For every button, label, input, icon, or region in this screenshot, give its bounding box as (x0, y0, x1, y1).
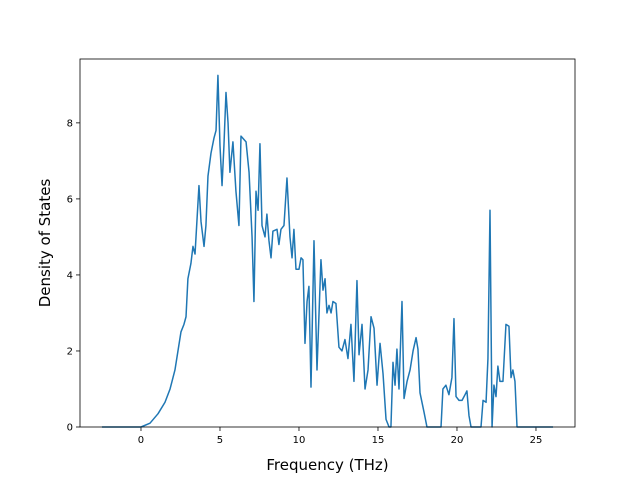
plot-frame (79, 58, 576, 428)
x-tick-label: 0 (138, 435, 144, 446)
line (101, 74, 554, 428)
x-tick-label: 15 (372, 435, 385, 446)
x-tick-label: 10 (293, 435, 306, 446)
x-axis-label: Frequency (THz) (266, 456, 388, 474)
x-tick-label: 5 (217, 435, 223, 446)
y-tick-label: 4 (67, 270, 73, 281)
y-axis-label: Density of States (36, 179, 54, 308)
x-tick-label: 25 (530, 435, 543, 446)
x-tick-label: 20 (451, 435, 464, 446)
y-tick-label: 2 (67, 346, 73, 357)
y-tick-label: 6 (67, 194, 73, 205)
y-tick-label: 0 (67, 423, 73, 434)
y-tick-label: 8 (67, 118, 73, 129)
